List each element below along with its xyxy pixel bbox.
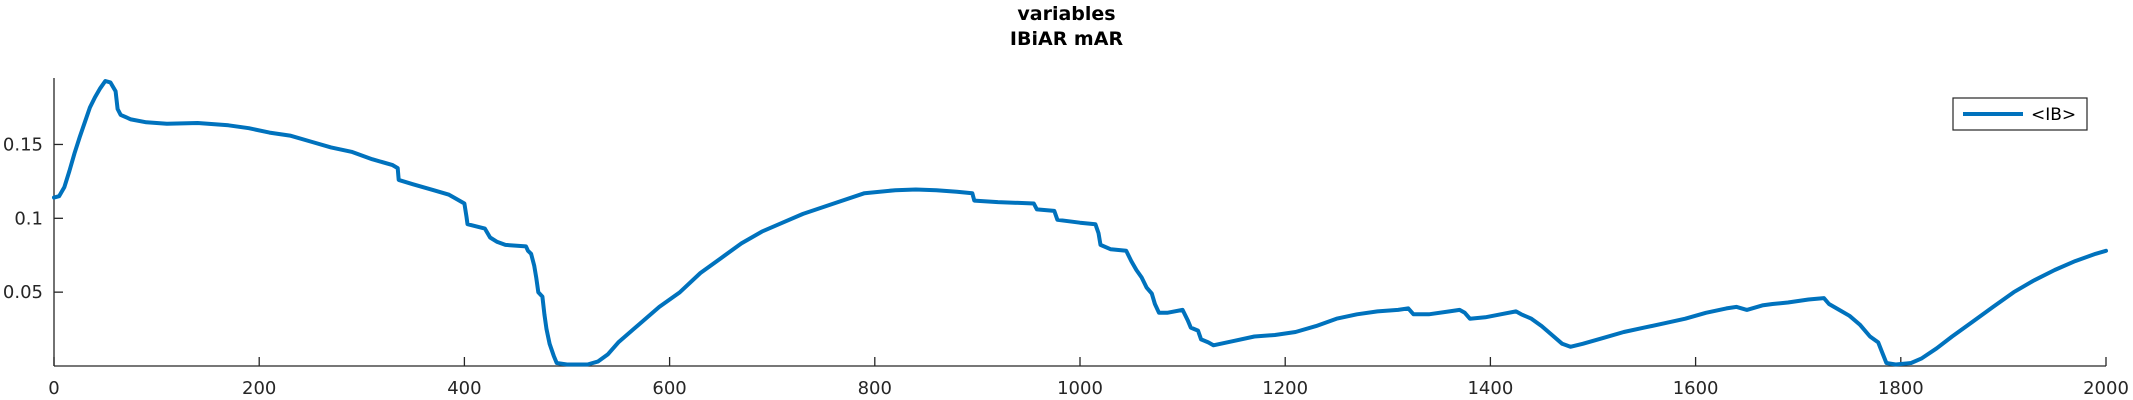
x-tick-label: 1200 xyxy=(1262,378,1308,399)
y-tick-label: 0.1 xyxy=(14,208,43,229)
legend-label: <IB> xyxy=(2031,105,2076,125)
x-tick-label: 400 xyxy=(447,378,481,399)
legend: <IB> xyxy=(1952,97,2088,131)
series-layer xyxy=(52,79,2108,367)
x-tick-label: 600 xyxy=(652,378,686,399)
chart-title: variables IBiAR mAR xyxy=(0,2,2133,52)
y-tick-label: 0.15 xyxy=(3,134,43,155)
y-tick-label: 0.05 xyxy=(3,282,43,303)
x-tick-label: 0 xyxy=(48,378,59,399)
chart-title-line-1: variables xyxy=(1017,3,1116,25)
x-tick-label: 1000 xyxy=(1057,378,1103,399)
x-tick-label: 800 xyxy=(858,378,892,399)
x-tick-label: 1600 xyxy=(1673,378,1719,399)
series-line xyxy=(52,79,2108,367)
chart-title-line-2: IBiAR mAR xyxy=(1009,28,1124,50)
x-tick-label: 1800 xyxy=(1878,378,1924,399)
axes: 0 200 400 600 800 1000 1200 1400 1600 1800 2000 0.0… xyxy=(3,78,2129,399)
x-tick-label: 200 xyxy=(242,378,276,399)
x-tick-label: 1400 xyxy=(1467,378,1513,399)
x-tick-label: 2000 xyxy=(2083,378,2129,399)
